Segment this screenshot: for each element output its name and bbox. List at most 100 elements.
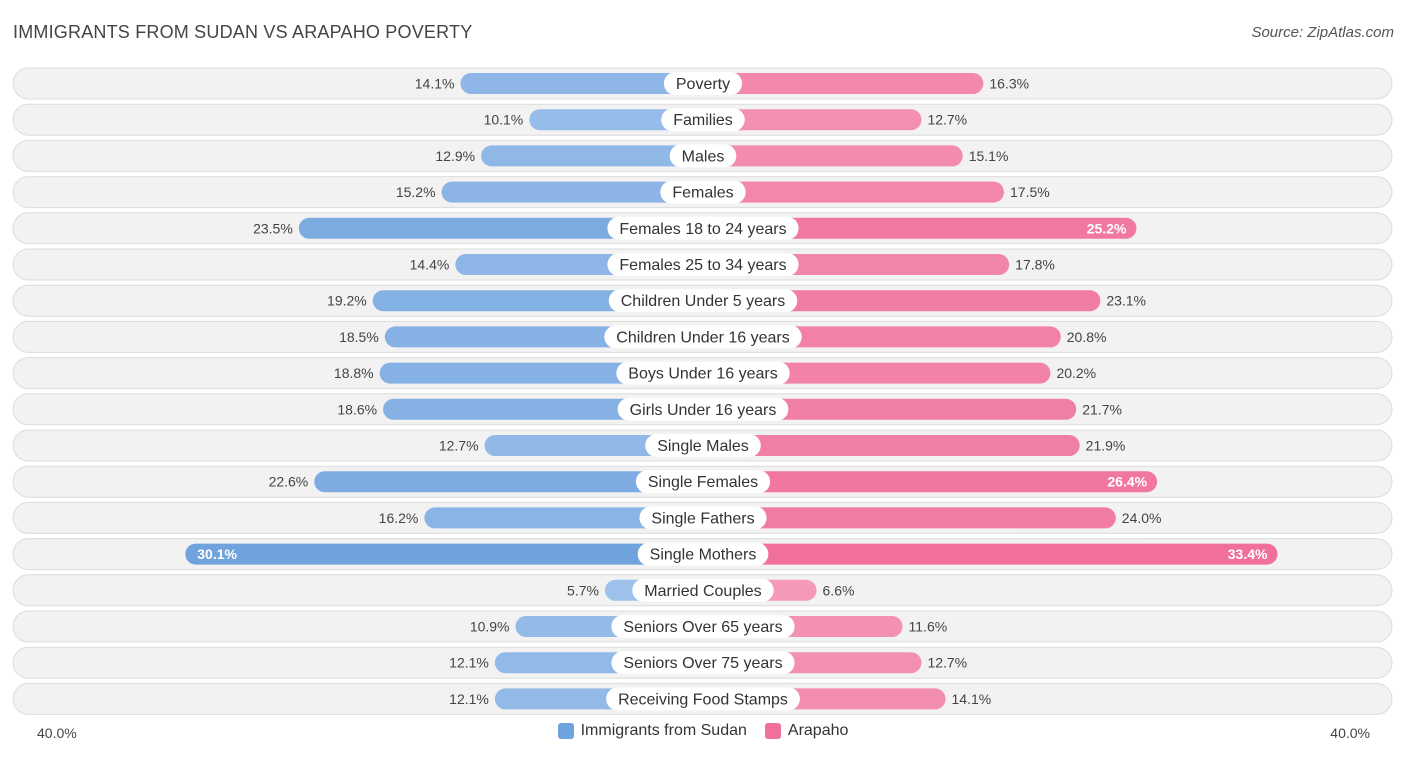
category-pill [606, 687, 800, 711]
bar-arapaho [703, 181, 1004, 203]
bar-arapaho [703, 398, 1077, 420]
bar-arapaho [703, 109, 922, 131]
category-pill [616, 361, 790, 385]
category-label: Females 25 to 34 years [619, 257, 786, 274]
value-label-sudan: 19.2% [327, 293, 367, 309]
axis-label-left: 40.0% [37, 725, 77, 741]
category-pill [608, 289, 798, 313]
category-label: Poverty [676, 76, 730, 93]
value-label-sudan: 14.1% [415, 76, 455, 92]
value-label-sudan: 12.1% [449, 691, 489, 707]
legend-label-arapaho: Arapaho [787, 722, 849, 739]
category-label: Families [673, 112, 733, 129]
legend-item-sudan[interactable]: Immigrants from Sudan [557, 722, 747, 740]
bar-arapaho [703, 217, 1137, 239]
value-label-arapaho: 26.4% [1107, 474, 1147, 490]
category-pill [669, 144, 737, 168]
value-label-sudan: 18.6% [337, 401, 377, 417]
value-label-arapaho: 20.8% [1067, 329, 1107, 345]
category-label: Married Couples [644, 583, 761, 600]
category-pill [607, 216, 799, 240]
bar-arapaho [703, 435, 1080, 456]
bar-sudan [441, 181, 703, 203]
category-pill [611, 615, 795, 638]
bar-sudan [424, 507, 703, 529]
category-pill [604, 325, 802, 349]
category-pill [617, 397, 789, 421]
category-pill [635, 470, 771, 494]
value-label-arapaho: 12.7% [927, 655, 967, 671]
legend-item-arapaho[interactable]: Arapaho [764, 722, 849, 740]
value-label-sudan: 18.8% [334, 365, 374, 381]
value-label-sudan: 30.1% [197, 546, 237, 562]
category-label: Girls Under 16 years [630, 402, 777, 419]
value-label-sudan: 5.7% [567, 582, 599, 598]
category-pill [663, 72, 743, 95]
value-label-sudan: 15.2% [396, 184, 436, 200]
bar-sudan [481, 145, 703, 167]
value-label-sudan: 18.5% [339, 329, 379, 345]
value-label-sudan: 10.9% [470, 619, 510, 635]
value-label-arapaho: 25.2% [1087, 220, 1127, 236]
value-label-arapaho: 23.1% [1106, 293, 1146, 309]
axis-label-right: 40.0% [1330, 725, 1370, 741]
value-label-arapaho: 11.6% [909, 619, 948, 635]
category-label: Males [682, 148, 725, 165]
value-label-arapaho: 21.9% [1086, 438, 1126, 454]
value-label-arapaho: 20.2% [1056, 365, 1096, 381]
value-label-arapaho: 16.3% [989, 76, 1029, 92]
category-label: Single Fathers [651, 510, 754, 527]
bar-arapaho [703, 290, 1101, 312]
legend-label-sudan: Immigrants from Sudan [580, 722, 747, 739]
category-pill [639, 506, 767, 530]
value-label-sudan: 12.9% [435, 148, 475, 164]
bar-arapaho [703, 362, 1051, 384]
category-label: Females 18 to 24 years [619, 221, 786, 238]
category-pill [632, 578, 774, 602]
category-label: Boys Under 16 years [628, 366, 777, 383]
category-label: Seniors Over 75 years [623, 655, 782, 672]
value-label-sudan: 14.4% [410, 257, 450, 273]
category-pill [661, 108, 745, 132]
category-pill [660, 180, 746, 204]
value-label-arapaho: 6.6% [823, 582, 855, 598]
value-label-sudan: 12.1% [449, 655, 489, 671]
category-label: Single Males [657, 438, 749, 455]
category-label: Receiving Food Stamps [618, 691, 788, 708]
value-label-arapaho: 17.8% [1015, 257, 1055, 273]
value-label-sudan: 16.2% [379, 510, 419, 526]
category-label: Seniors Over 65 years [623, 619, 782, 636]
bar-sudan [314, 471, 703, 493]
value-label-sudan: 22.6% [269, 474, 309, 490]
category-label: Children Under 16 years [616, 329, 789, 346]
value-label-arapaho: 14.1% [952, 691, 992, 707]
category-pill [611, 651, 795, 675]
chart-title: IMMIGRANTS FROM SUDAN VS ARAPAHO POVERTY [13, 22, 473, 42]
source-label: Source: ZipAtlas.com [1251, 24, 1394, 41]
value-label-sudan: 10.1% [484, 112, 524, 128]
value-label-sudan: 12.7% [439, 438, 479, 454]
category-pill [645, 434, 761, 457]
category-pill [607, 253, 799, 276]
category-label: Single Females [648, 474, 758, 491]
legend-swatch-arapaho [764, 723, 781, 739]
bar-arapaho [703, 543, 1278, 565]
value-label-arapaho: 15.1% [969, 148, 1009, 164]
value-label-arapaho: 24.0% [1122, 510, 1162, 526]
category-label: Children Under 5 years [621, 293, 786, 310]
bar-arapaho [703, 471, 1158, 493]
legend: Immigrants from Sudan Arapaho [0, 722, 1406, 740]
bar-sudan [529, 109, 703, 131]
category-pill [637, 542, 769, 566]
bar-arapaho [703, 145, 963, 167]
diverging-bar-chart: Poverty 14.1% 16.3% Families 10.1% 12.7% Males… [12, 67, 1393, 715]
legend-swatch-sudan [557, 723, 574, 739]
value-label-sudan: 23.5% [253, 220, 293, 236]
bar-arapaho [703, 73, 984, 94]
bar-sudan [185, 543, 703, 565]
value-label-arapaho: 12.7% [927, 112, 967, 128]
value-label-arapaho: 33.4% [1228, 546, 1268, 562]
category-label: Females [672, 185, 733, 202]
value-label-arapaho: 21.7% [1082, 401, 1122, 417]
bar-sudan [460, 73, 703, 94]
